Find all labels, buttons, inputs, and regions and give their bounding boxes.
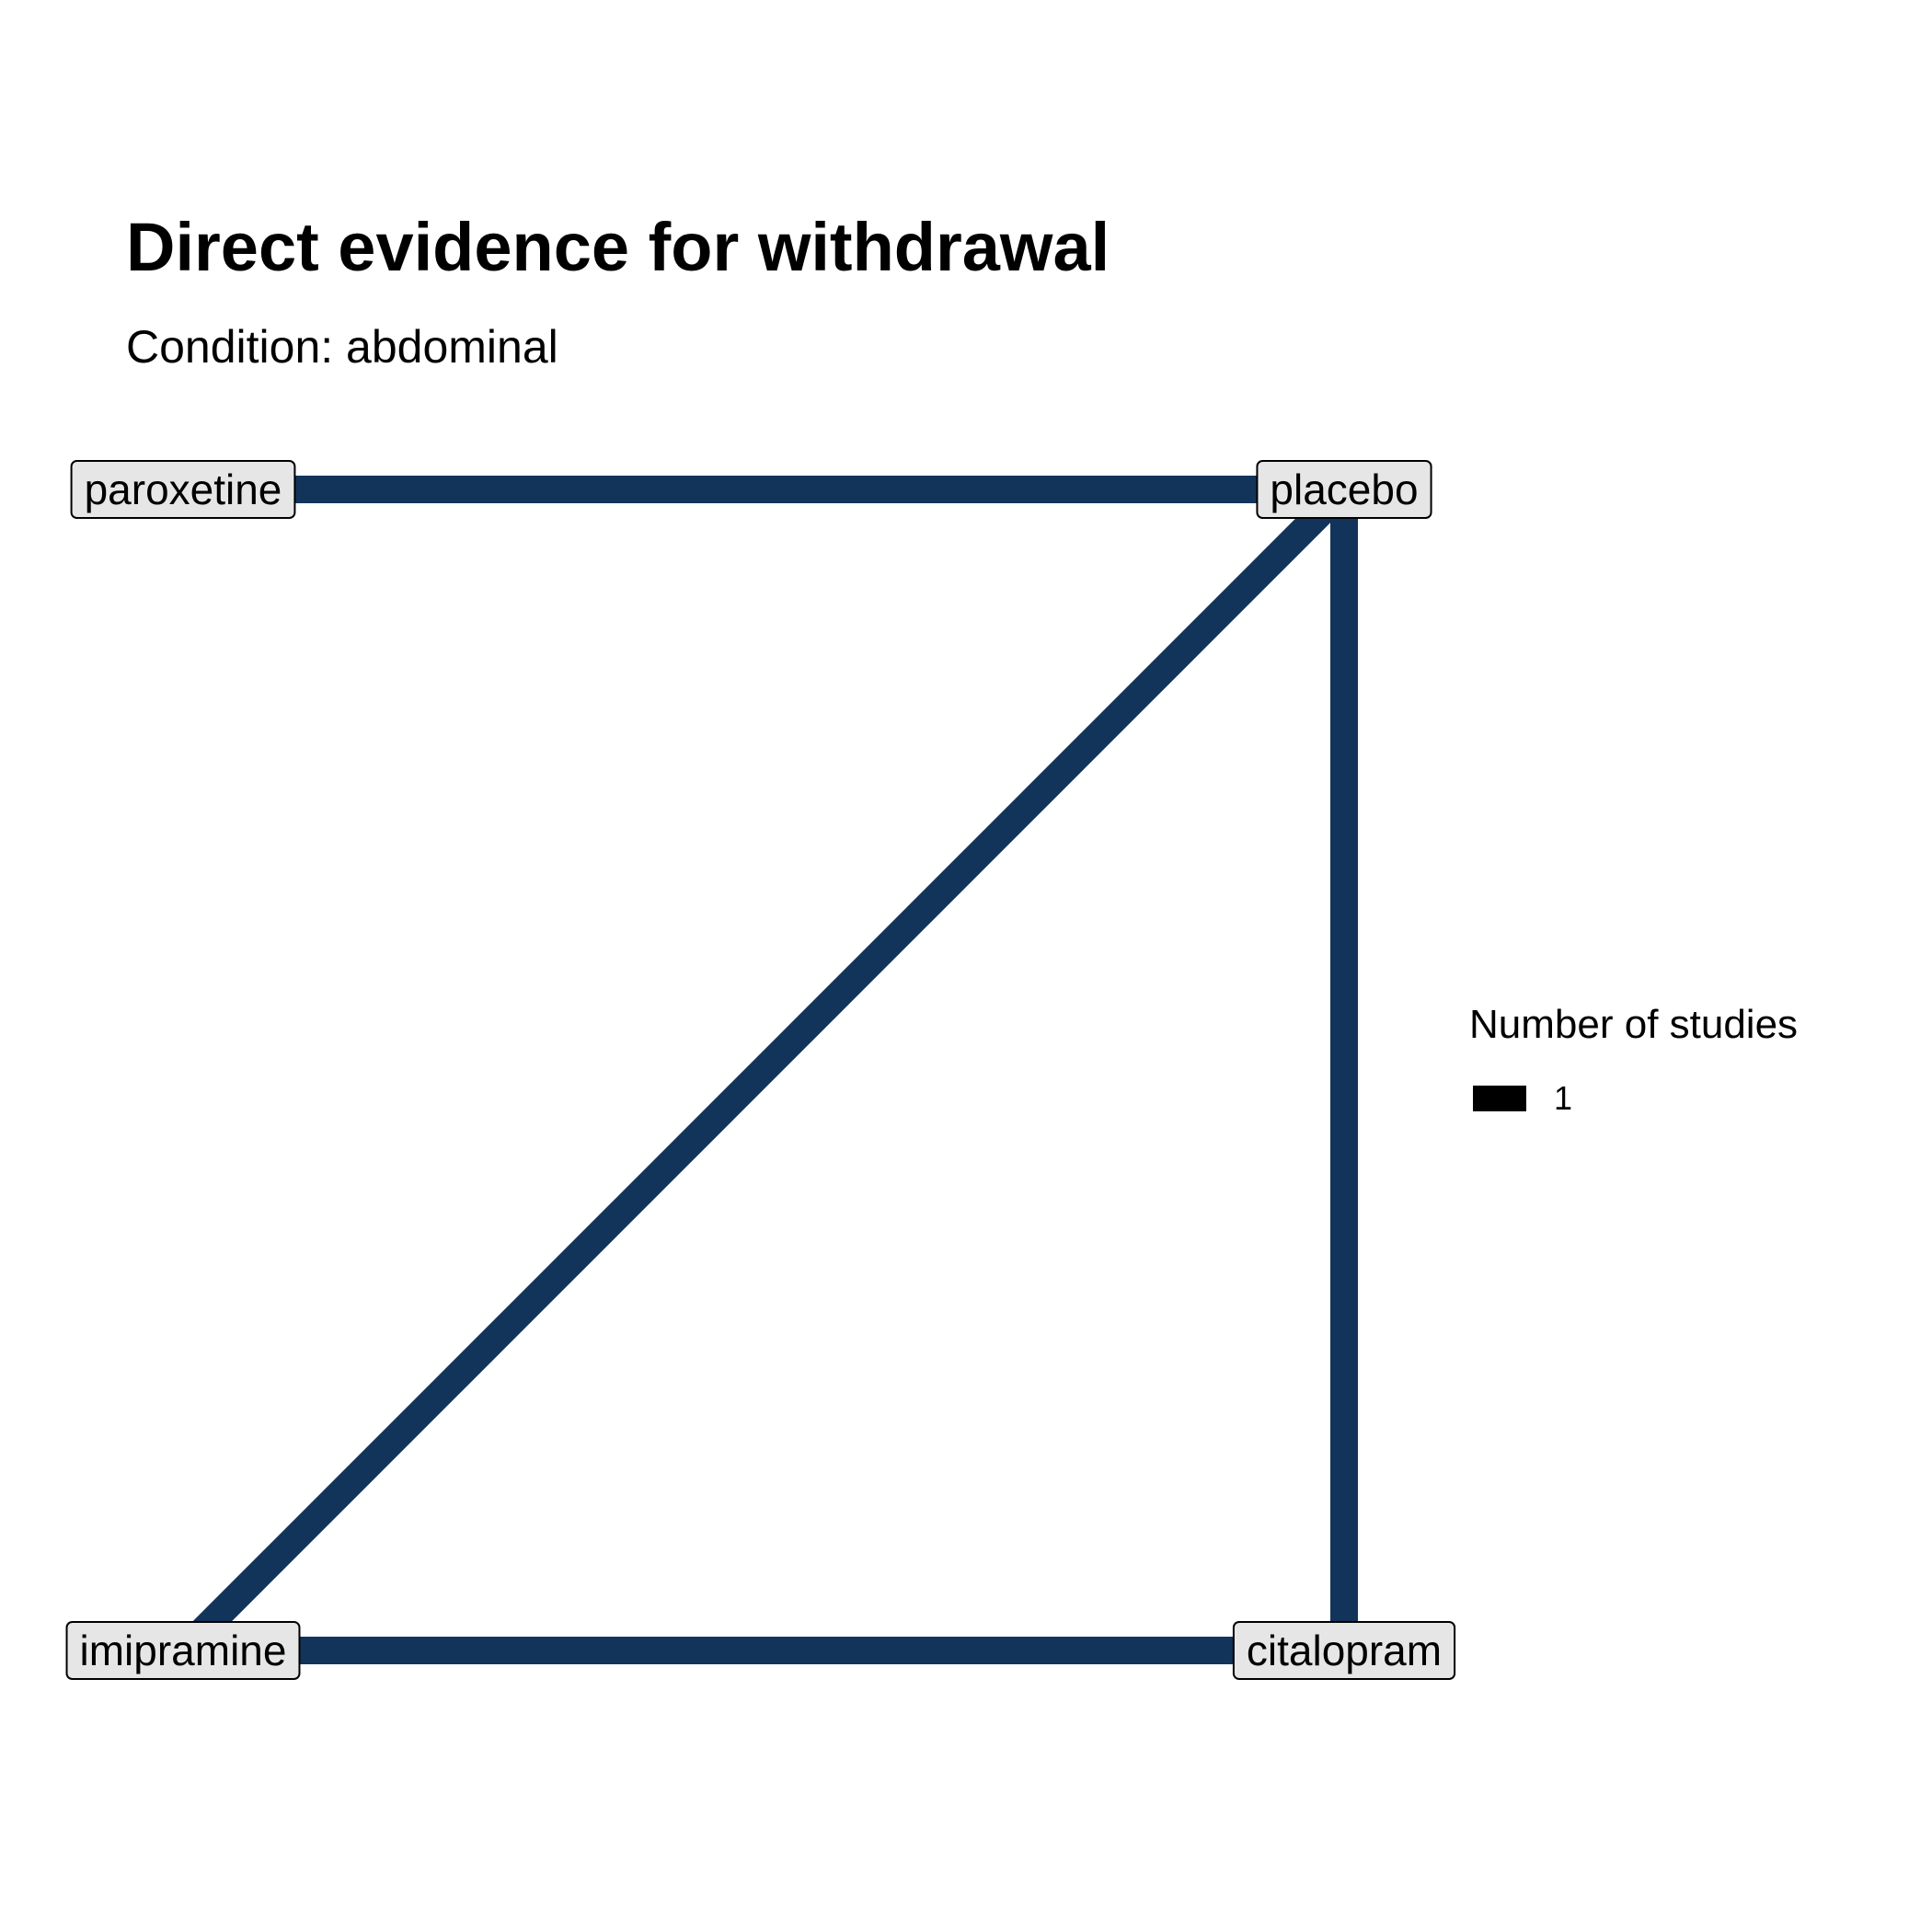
node-label-box (65, 1621, 301, 1680)
legend-item: 1 (1473, 1082, 1572, 1115)
legend-title: Number of studies (1469, 1002, 1799, 1047)
node-label: paroxetine (85, 466, 282, 513)
node-citalopram: citalopram (1232, 1621, 1456, 1680)
node-imipramine: imipramine (65, 1621, 301, 1680)
edges-layer (173, 476, 1358, 1664)
node-label: citalopram (1247, 1627, 1442, 1674)
node-label-box (70, 460, 296, 519)
legend-key-swatch (1473, 1086, 1526, 1111)
node-label-box (1232, 1621, 1456, 1680)
node-label: imipramine (80, 1627, 287, 1674)
nodes-layer: paroxetine placebo imipramine citalopram (65, 460, 1456, 1680)
node-label: placebo (1270, 466, 1418, 513)
node-placebo: placebo (1256, 460, 1432, 519)
node-paroxetine: paroxetine (70, 460, 296, 519)
node-label-box (1256, 460, 1432, 519)
legend-item-label: 1 (1554, 1079, 1573, 1117)
chart-title: Direct evidence for withdrawal (126, 209, 1110, 285)
edge-placebo-imipramine (173, 479, 1354, 1661)
chart-subtitle: Condition: abdominal (126, 321, 558, 373)
legend: Number of studies 1 (1469, 1002, 1799, 1115)
